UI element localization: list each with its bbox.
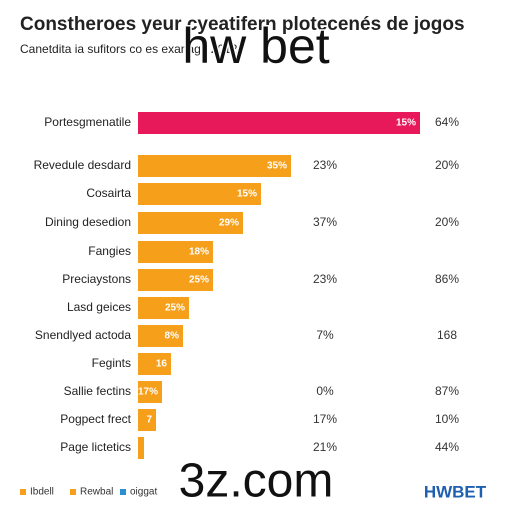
category-label: Pogpect frect	[60, 412, 131, 426]
bar	[138, 297, 189, 319]
column-value: 10%	[435, 412, 459, 426]
legend-swatch	[20, 489, 26, 495]
category-label: Sallie fectins	[64, 384, 131, 398]
bar-label: 8%	[165, 331, 180, 342]
bar-label: 16	[156, 359, 168, 370]
category-label: Revedule desdard	[34, 158, 131, 172]
watermark: 3z.com	[179, 455, 334, 508]
category-label: Preciaystons	[62, 272, 131, 286]
chart-subtitle: Canetdita ia sufitors co es exanage 2012	[20, 42, 238, 56]
column-value: 20%	[435, 158, 459, 172]
bar	[138, 409, 156, 431]
watermark: hw bet	[182, 18, 329, 74]
bar	[138, 112, 420, 134]
bar	[138, 353, 171, 375]
column-value: 168	[437, 328, 457, 342]
column-value: 7%	[316, 328, 334, 342]
bar	[138, 269, 213, 291]
bar	[138, 437, 144, 459]
bar	[138, 212, 243, 234]
bar	[138, 381, 162, 403]
category-label: Dining desedion	[45, 215, 131, 229]
column-value: 87%	[435, 384, 459, 398]
column-value: 0%	[316, 384, 334, 398]
bar	[138, 241, 213, 263]
bar-label: 25%	[189, 275, 209, 286]
bar-label: 29%	[219, 218, 239, 229]
column-value: 21%	[313, 440, 337, 454]
bar-label: 7	[146, 415, 152, 426]
bar-label: 18%	[189, 247, 209, 258]
legend-label: Rewbal	[80, 487, 113, 498]
legend-swatch	[120, 489, 126, 495]
bar	[138, 325, 183, 347]
column-value: 23%	[313, 272, 337, 286]
category-label: Fegints	[92, 356, 131, 370]
legend-swatch	[70, 489, 76, 495]
column-value: 17%	[313, 412, 337, 426]
column-value: 37%	[313, 215, 337, 229]
legend-label: oiggat	[130, 487, 157, 498]
bar-label: 15%	[396, 118, 416, 129]
chart-title: Constheroes yeur cyeatifern plotecenés d…	[20, 14, 465, 35]
category-label: Fangies	[88, 244, 131, 258]
category-label: Lasd geices	[67, 300, 131, 314]
bar-label: 17%	[138, 387, 158, 398]
column-value: 64%	[435, 115, 459, 129]
category-label: Portesgmenatile	[44, 115, 131, 129]
category-label: Snendlyed actoda	[35, 328, 131, 342]
bar-label: 25%	[165, 303, 185, 314]
column-value: 23%	[313, 158, 337, 172]
category-label: Page lictetics	[60, 440, 131, 454]
logo: HWBET	[424, 482, 487, 501]
column-value: 86%	[435, 272, 459, 286]
category-label: Cosairta	[86, 186, 131, 200]
bar-label: 35%	[267, 161, 287, 172]
legend-label: Ibdell	[30, 487, 54, 498]
bar-label: 15%	[237, 189, 257, 200]
bar	[138, 183, 261, 205]
bar	[138, 155, 291, 177]
column-value: 44%	[435, 440, 459, 454]
column-value: 20%	[435, 215, 459, 229]
